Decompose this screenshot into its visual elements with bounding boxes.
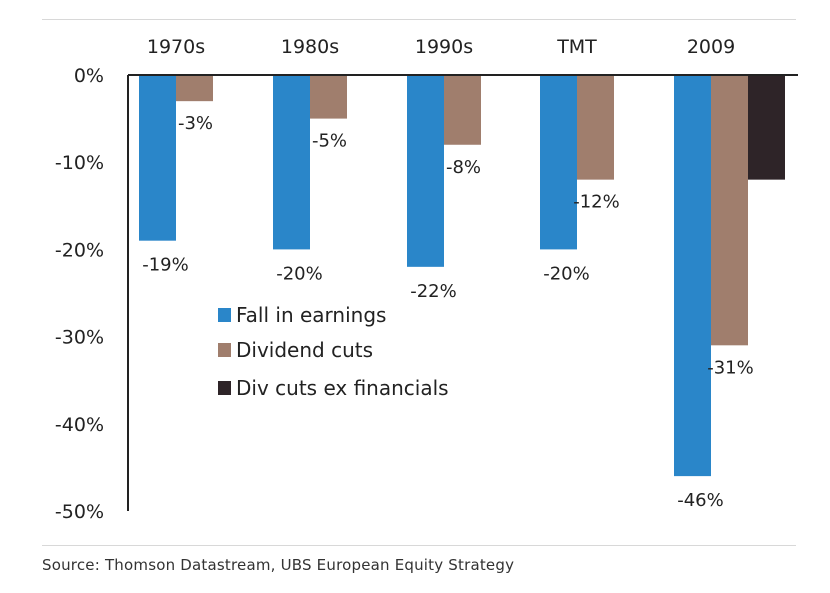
y-tick-label: -40% [55,414,104,436]
category-label: 1970s [147,36,205,58]
bar [540,75,577,250]
bar [407,75,444,267]
bar [139,75,176,241]
category-label: 2009 [687,36,735,58]
bar [444,75,481,145]
data-label: -5% [312,131,347,152]
legend-label: Div cuts ex financials [236,376,449,400]
data-label: -22% [410,281,457,302]
source-note: Source: Thomson Datastream, UBS European… [42,556,515,574]
category-label: 1990s [415,36,473,58]
top-rule [42,19,796,20]
bar [273,75,310,250]
bar [577,75,614,180]
y-tick-label: -50% [55,501,104,523]
data-label: -46% [677,490,724,511]
data-label: -3% [178,113,213,134]
y-tick-label: -30% [55,327,104,349]
bar [310,75,347,119]
bar [748,75,785,180]
bottom-rule [42,545,796,546]
y-tick-label: 0% [74,65,104,87]
data-label: -8% [446,157,481,178]
legend-swatch [218,308,231,322]
bar [711,75,748,346]
data-label: -12% [573,192,620,213]
data-label: -19% [142,255,189,276]
bar [674,75,711,477]
legend-swatch [218,381,231,395]
data-label: -20% [276,263,323,284]
y-tick-label: -20% [55,239,104,261]
data-label: -31% [707,357,754,378]
legend-label: Dividend cuts [236,338,373,362]
y-tick-label: -10% [55,152,104,174]
legend-label: Fall in earnings [236,303,386,327]
category-label: TMT [556,36,597,58]
bar [176,75,213,102]
data-label: -20% [543,263,590,284]
legend-swatch [218,343,231,357]
category-label: 1980s [281,36,339,58]
